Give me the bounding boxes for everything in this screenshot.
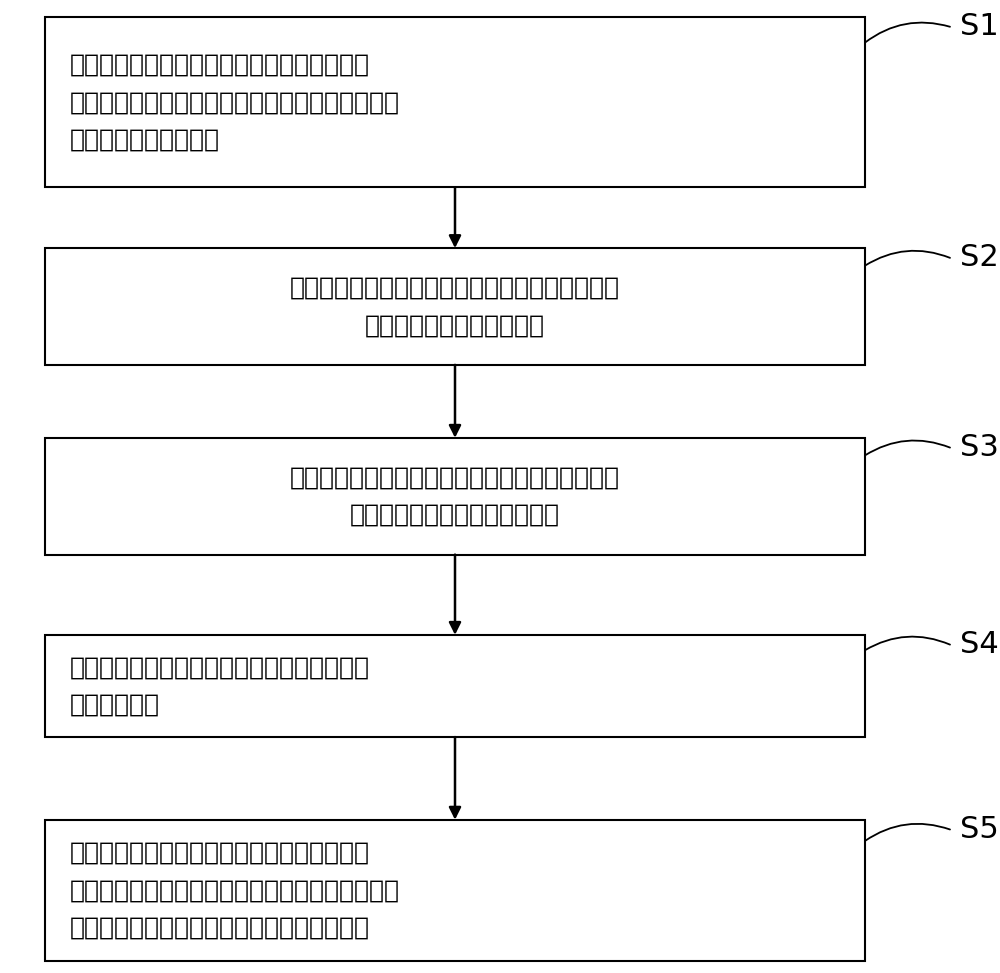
Text: 根据相电阻，获取无刷直流电机的三相定组子
绕组的相电感: 根据相电阻，获取无刷直流电机的三相定组子 绕组的相电感 — [70, 655, 370, 717]
FancyBboxPatch shape — [45, 635, 865, 738]
Text: 获取无刷直流电机的母线电压值以及另外两相定子
绕组中任一项的稳态电流值: 获取无刷直流电机的母线电压值以及另外两相定子 绕组中任一项的稳态电流值 — [290, 275, 620, 338]
FancyBboxPatch shape — [45, 819, 865, 961]
FancyBboxPatch shape — [45, 17, 865, 187]
Text: S20: S20 — [960, 243, 1000, 272]
Text: 根据母线电压值和所述稳态电流值，计算出无刷直
流电机的三相定子绕组的相电阻: 根据母线电压值和所述稳态电流值，计算出无刷直 流电机的三相定子绕组的相电阻 — [290, 465, 620, 527]
FancyBboxPatch shape — [45, 248, 865, 365]
FancyBboxPatch shape — [45, 438, 865, 555]
Text: S50: S50 — [960, 815, 1000, 844]
Text: 当无刷直流电机的三相定子绕组的相电阻及相
电感未成功匹配到预设的阈值档时，则确定无刷直
流电机的定子不匹配，并输出对应的报警信号: 当无刷直流电机的三相定子绕组的相电阻及相 电感未成功匹配到预设的阈值档时，则确定… — [70, 841, 400, 940]
Text: S40: S40 — [960, 631, 1000, 659]
Text: S30: S30 — [960, 433, 1000, 462]
Text: 控制三相定子绕组中任意一相定子绕组的上桥
臂开关导通，并控制三相定子绕组中另外两相定子
绕组的下桥臂开关导通: 控制三相定子绕组中任意一相定子绕组的上桥 臂开关导通，并控制三相定子绕组中另外两… — [70, 53, 400, 152]
Text: S10: S10 — [960, 12, 1000, 41]
